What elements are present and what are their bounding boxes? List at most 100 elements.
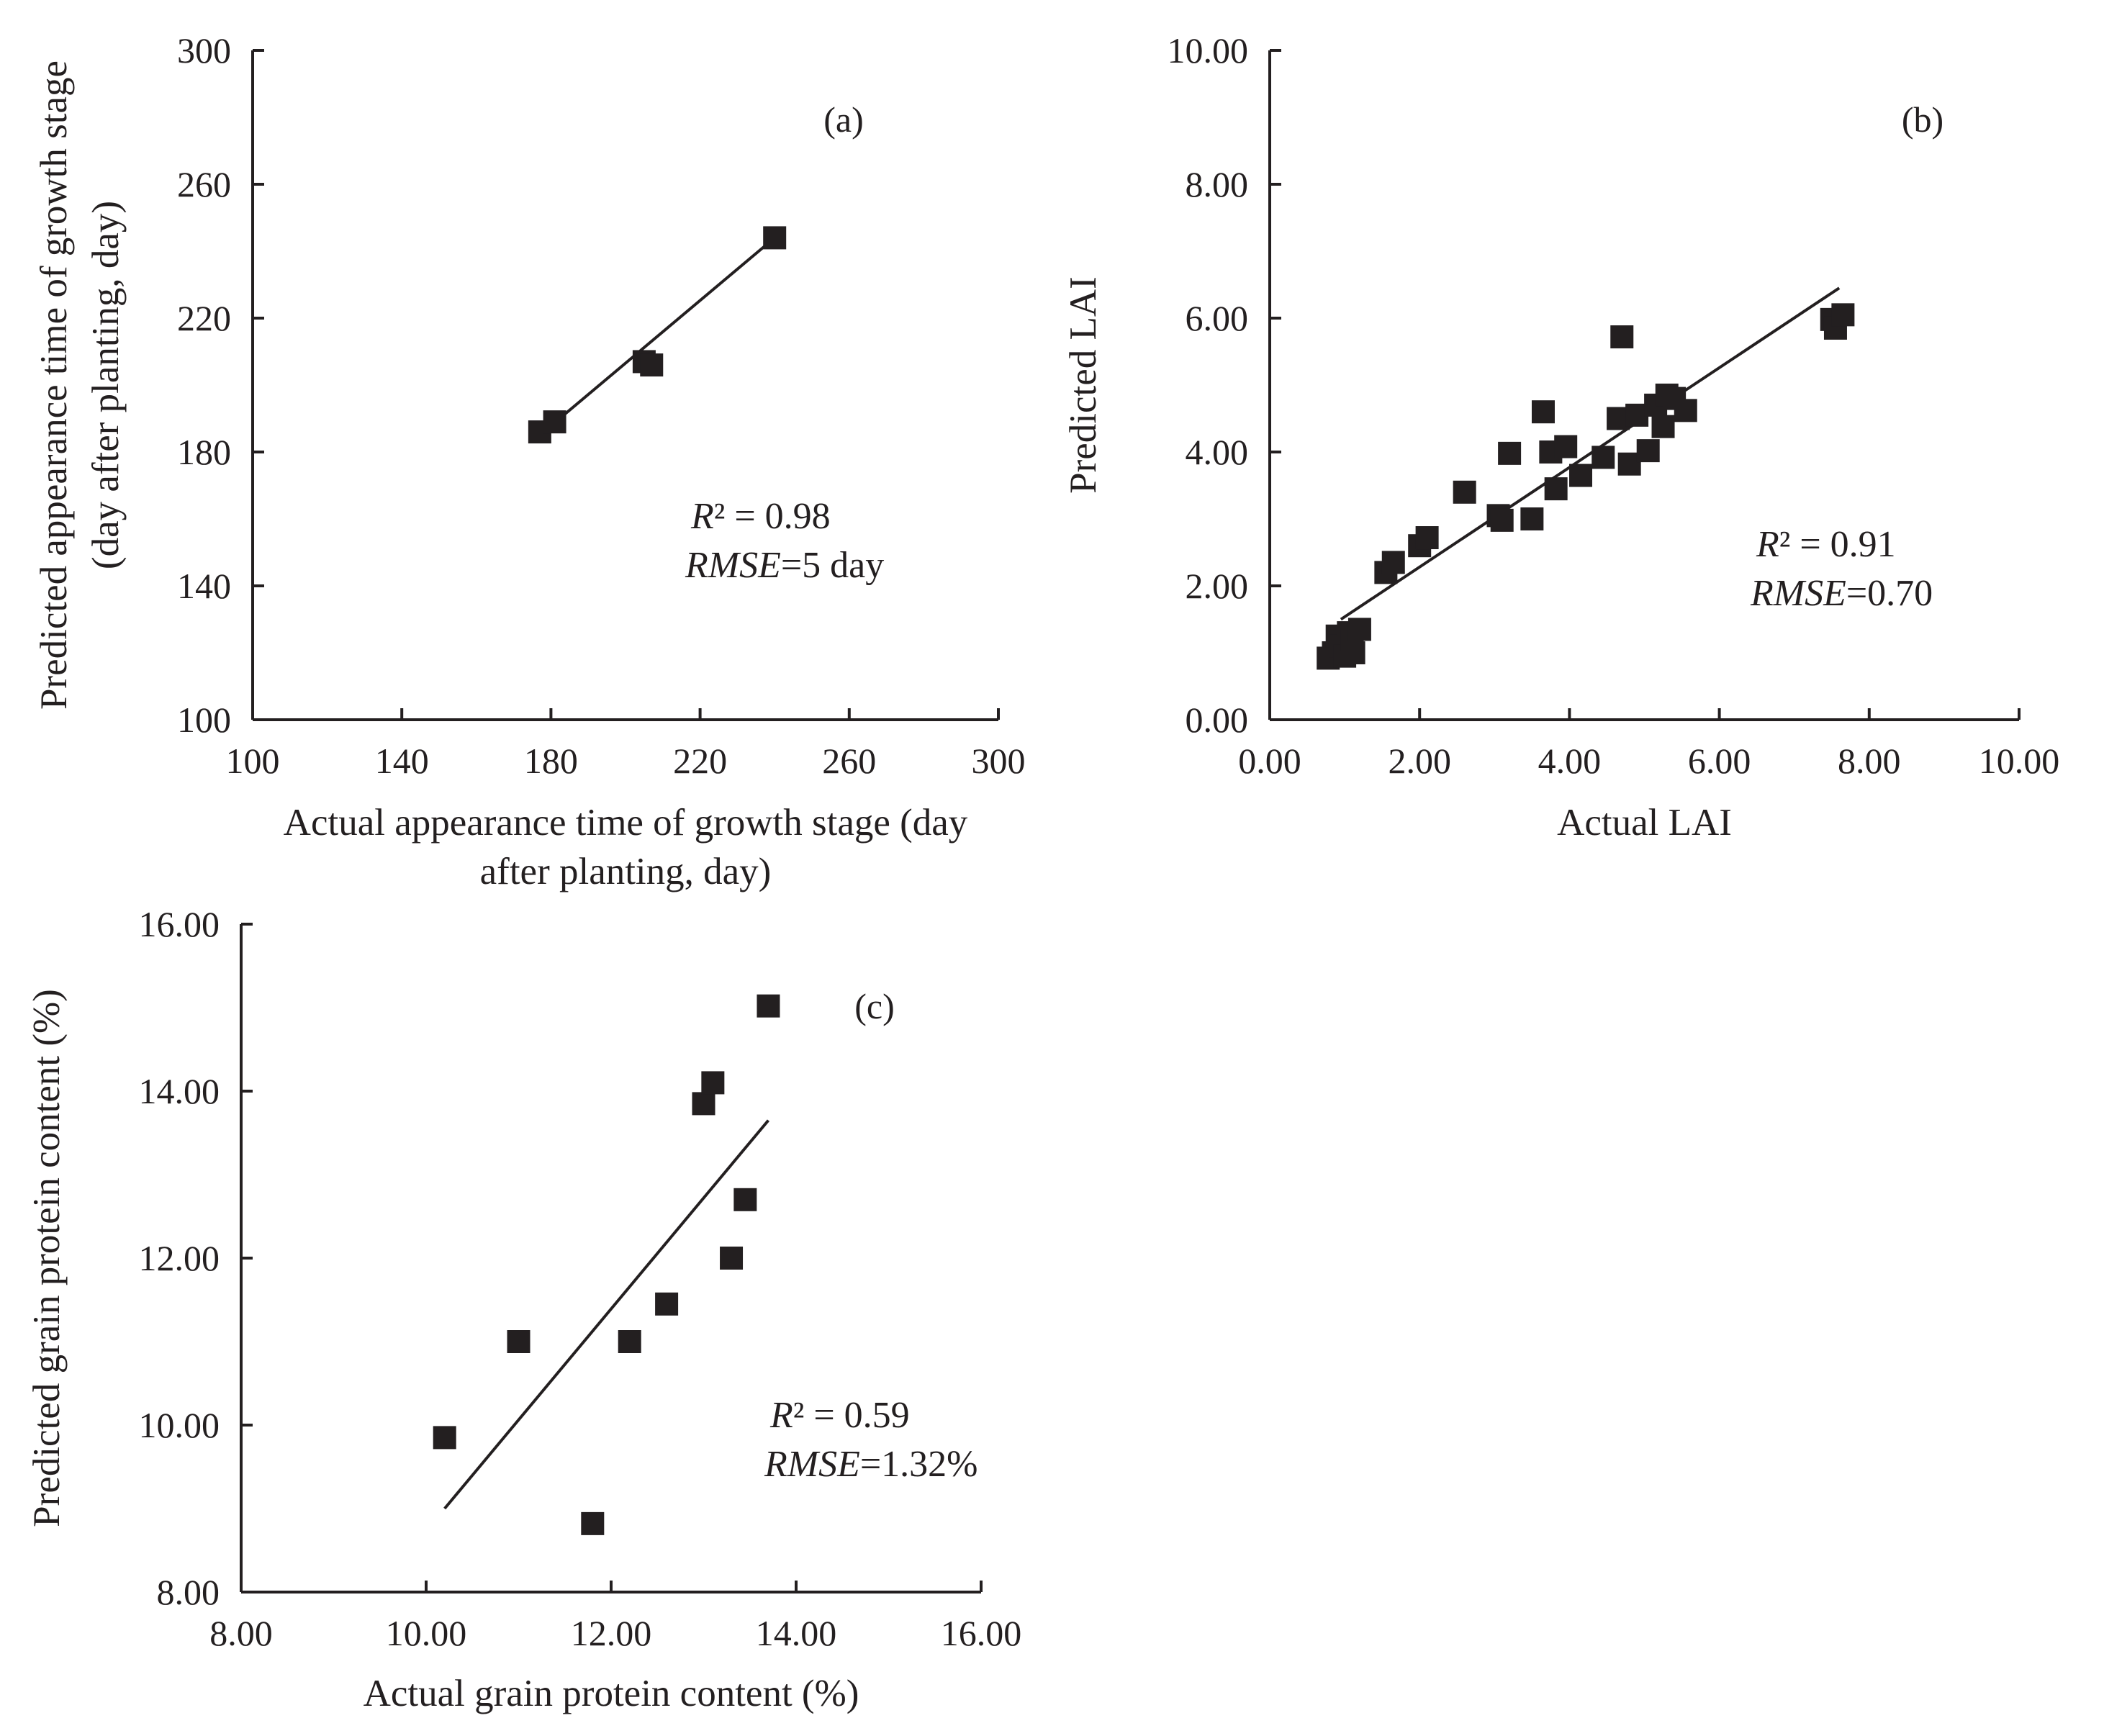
x-tick-label: 14.00 [756,1613,837,1653]
y-tick-label: 220 [177,298,231,338]
r-squared-label: R² = 0.91 [1756,524,1896,565]
data-point [1453,480,1476,504]
y-tick-label: 8.00 [1186,164,1249,204]
y-tick-label: 12.00 [139,1238,220,1278]
y-tick-label: 2.00 [1186,566,1249,606]
x-axis-title: Actual grain protein content (%) [364,1673,859,1714]
data-point [1520,507,1544,530]
x-tick-label: 4.00 [1538,741,1602,781]
y-tick-label: 16.00 [139,904,220,944]
y-tick-label: 300 [177,30,231,71]
data-point [1531,400,1555,424]
rmse-symbol: RMSE [764,1444,860,1485]
x-axis-title: after planting, day) [480,851,772,892]
r-squared-symbol: R [690,496,714,537]
panel-a: 100 140 180 220 260 300100140180220260300Actu… [33,30,1026,892]
rmse-label: RMSE=0.70 [1750,573,1933,614]
x-axis-title: Actual LAI [1557,802,1732,844]
y-tick-label: 180 [177,432,231,472]
x-tick-label: 16.00 [941,1613,1022,1653]
data-point [1554,435,1578,458]
panel-label: (b) [1902,99,1943,140]
x-tick-label: 8.00 [1838,741,1901,781]
x-tick-label: 100 [226,741,280,781]
rmse-value: =5 day [781,545,884,586]
data-point [701,1071,725,1095]
r-squared-label: R² = 0.59 [769,1395,910,1436]
y-tick-label: 4.00 [1186,432,1249,472]
r-squared-value: ² = 0.98 [714,496,831,537]
x-tick-label: 260 [822,741,876,781]
x-axis-title: Actual appearance time of growth stage (… [284,802,968,844]
trend-line [538,236,776,437]
data-point [618,1330,641,1353]
panel-b: 0.00 2.00 4.00 6.00 8.00 10.00 0.00 2.00 4.00 6.0… [1062,30,2059,844]
data-point [1636,439,1660,463]
rmse-label: RMSE=1.32% [764,1444,978,1485]
data-point [640,353,664,377]
data-point [581,1511,605,1535]
data-point [507,1330,530,1353]
rmse-value: =0.70 [1846,573,1933,614]
data-point [1498,441,1522,465]
data-point [1347,618,1371,641]
data-point [720,1247,744,1270]
data-point [1381,551,1405,574]
r-squared-value: ² = 0.59 [793,1395,910,1436]
data-point [1831,303,1855,327]
data-point [1610,325,1634,349]
x-tick-label: 220 [673,741,727,781]
data-point [763,226,787,250]
rmse-value: =1.32% [860,1444,978,1485]
y-tick-label: 0.00 [1186,700,1249,740]
x-tick-label: 300 [972,741,1026,781]
x-tick-label: 10.00 [386,1613,467,1653]
x-tick-label: 8.00 [209,1613,273,1653]
r-squared-label: R² = 0.98 [690,496,831,537]
panel-label: (c) [854,986,895,1026]
data-point [1651,415,1675,438]
r-squared-symbol: R [769,1395,793,1436]
r-squared-value: ² = 0.91 [1779,524,1896,565]
data-point [1544,477,1568,501]
data-point [1569,464,1593,487]
data-point [757,994,780,1018]
r-squared-symbol: R [1756,524,1779,565]
y-axis-title: (day after planting, day) [85,201,127,569]
y-axis-title: Predicted appearance time of growth stag… [33,60,75,710]
y-tick-label: 260 [177,164,231,204]
x-tick-label: 0.00 [1238,741,1301,781]
x-tick-label: 10.00 [1979,741,2060,781]
x-tick-label: 6.00 [1688,741,1751,781]
rmse-symbol: RMSE [1750,573,1846,614]
data-point [433,1426,456,1450]
data-point [1490,508,1514,532]
data-point [733,1188,757,1211]
data-point [1415,526,1439,550]
y-tick-label: 14.00 [139,1071,220,1111]
x-tick-label: 2.00 [1388,741,1451,781]
rmse-label: RMSE=5 day [685,545,884,586]
data-point [1342,641,1365,664]
data-point [655,1292,679,1316]
y-tick-label: 140 [177,566,231,606]
trend-line [443,1119,769,1510]
panel-label: (a) [823,99,864,140]
y-tick-label: 10.00 [1168,30,1249,71]
x-tick-label: 180 [524,741,578,781]
y-tick-label: 10.00 [139,1405,220,1445]
x-tick-label: 12.00 [571,1613,652,1653]
rmse-symbol: RMSE [685,545,781,586]
data-point [543,410,566,434]
data-point [1674,399,1697,422]
y-axis-title: Predicted LAI [1062,276,1104,494]
data-point [1592,446,1615,469]
data-point [692,1092,715,1116]
y-tick-label: 100 [177,700,231,740]
panel-c: 8.00 10.00 12.00 14.00 16.00 8.00 10.00 12.00 14… [26,904,1021,1714]
y-tick-label: 8.00 [157,1572,220,1612]
x-tick-label: 140 [375,741,429,781]
y-tick-label: 6.00 [1186,298,1249,338]
y-axis-title: Predicted grain protein content (%) [26,989,68,1527]
